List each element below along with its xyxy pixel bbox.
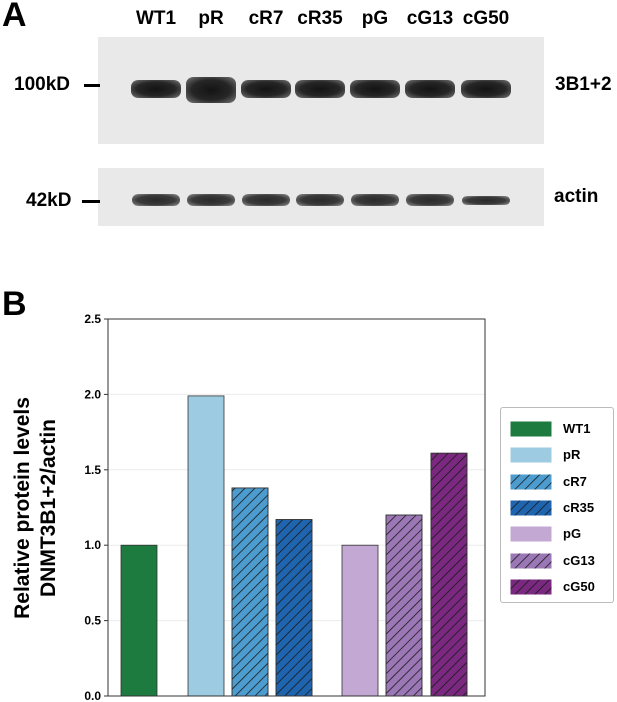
bar-hatch-cr35 <box>275 519 313 697</box>
legend-label-pr: pR <box>563 447 581 463</box>
legend-item-cg13: cG13 <box>510 552 610 570</box>
band-3b1-2-wt1 <box>131 80 181 98</box>
y-tick-label: 1.5 <box>84 463 101 477</box>
lane-label-cg50: cG50 <box>462 8 510 29</box>
marker-42kd: 42kD <box>26 190 72 211</box>
legend-item-wt1: WT1 <box>510 420 610 438</box>
band-3b1-2-pr <box>186 77 236 103</box>
lane-label-cr35: cR35 <box>297 8 343 29</box>
y-tick-label: 0.0 <box>84 689 101 702</box>
band-actin-cr35 <box>296 194 344 206</box>
lane-label-pr: pR <box>198 8 224 29</box>
band-actin-cg13 <box>406 194 454 206</box>
marker-42kd-tick <box>82 200 100 203</box>
legend-swatch-pg <box>510 526 552 542</box>
y-tick-label: 0.5 <box>84 614 101 628</box>
legend-label-cr7: cR7 <box>563 473 587 489</box>
lane-label-wt1: WT1 <box>135 8 177 29</box>
target-3b1-2: 3B1+2 <box>555 74 612 95</box>
band-actin-cg50 <box>462 196 510 205</box>
marker-100kd-tick <box>84 84 100 87</box>
y-tick-label: 2.0 <box>84 387 101 401</box>
band-3b1-2-cr35 <box>295 80 345 98</box>
legend-label-cr35: cR35 <box>563 499 595 515</box>
legend-swatch-cg50 <box>510 579 552 595</box>
bar-hatch-cr7 <box>231 487 269 697</box>
legend-item-pg: pG <box>510 525 610 543</box>
legend-item-cr35: cR35 <box>510 499 610 517</box>
bar-hatch-cg13 <box>385 514 423 697</box>
y-axis-label-line1: Relative protein levels <box>11 397 34 619</box>
lane-label-cg13: cG13 <box>406 8 454 29</box>
legend-item-cr7: cR7 <box>510 473 610 491</box>
legend-label-pg: pG <box>563 526 582 542</box>
target-actin: actin <box>554 186 599 207</box>
lane-label-cr7: cR7 <box>248 8 284 29</box>
band-actin-cr7 <box>242 194 290 206</box>
bar-pr <box>187 395 225 697</box>
legend-label-wt1: WT1 <box>563 421 591 436</box>
y-axis-label-line2: DNMT3B1+2/actin <box>37 419 60 597</box>
legend-swatch-cr7 <box>510 474 552 490</box>
legend-swatch-wt1 <box>510 421 552 437</box>
legend-label-cg13: cG13 <box>563 552 595 568</box>
bar-hatch-cg50 <box>430 452 468 697</box>
plot-frame <box>107 318 486 697</box>
lane-label-pg: pG <box>361 8 389 29</box>
legend-swatch-cr35 <box>510 500 552 516</box>
legend: WT1 pR cR7 cR35 pG cG13 cG50 <box>500 407 614 603</box>
marker-100kd: 100kD <box>14 74 70 95</box>
panel-b-label: B <box>2 285 27 323</box>
legend-swatch-cg13 <box>510 553 552 568</box>
band-3b1-2-cr7 <box>241 80 291 98</box>
bar-wt1 <box>120 544 158 697</box>
legend-swatch-pr <box>510 447 552 463</box>
band-actin-wt1 <box>132 194 180 206</box>
band-3b1-2-cg50 <box>461 80 511 98</box>
legend-item-pr: pR <box>510 446 610 464</box>
bar-pg <box>341 544 379 697</box>
band-actin-pr <box>187 194 235 206</box>
band-actin-pg <box>351 194 399 206</box>
band-3b1-2-cg13 <box>405 80 455 98</box>
panel-a-label: A <box>2 0 27 34</box>
band-3b1-2-pg <box>350 80 400 98</box>
legend-label-cg50: cG50 <box>563 578 595 594</box>
y-tick-label: 1.0 <box>84 538 101 552</box>
legend-item-cg50: cG50 <box>510 578 610 596</box>
y-tick-label: 2.5 <box>84 312 101 326</box>
